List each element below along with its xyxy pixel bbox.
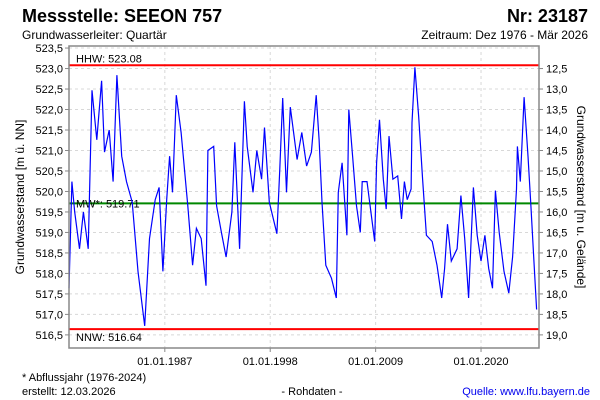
y-right-tick-label: 17,5 bbox=[546, 268, 567, 280]
period-label: Zeitraum: Dez 1976 - Mär 2026 bbox=[421, 28, 588, 42]
y-right-tick-label: 19,0 bbox=[546, 330, 567, 342]
data-type-label: - Rohdaten - bbox=[281, 386, 342, 398]
y-axis-label-right: Grundwasserstand [m u. Gelände] bbox=[574, 106, 588, 289]
y-tick-label: 523,0 bbox=[35, 64, 63, 76]
y-right-tick-label: 13,0 bbox=[546, 84, 567, 96]
y-tick-label: 517,5 bbox=[35, 289, 63, 301]
y-right-tick-label: 16,0 bbox=[546, 207, 567, 219]
y-right-tick-label: 18,5 bbox=[546, 309, 567, 321]
y-tick-label: 519,5 bbox=[35, 207, 63, 219]
y-tick-label: 517,0 bbox=[35, 309, 63, 321]
x-tick-label: 01.01.2009 bbox=[348, 356, 403, 368]
y-right-tick-label: 15,5 bbox=[546, 186, 567, 198]
y-right-tick-label: 17,0 bbox=[546, 248, 567, 260]
y-axis-right: 19,0 18,5 18,0 17,5 17,0 16,5 16,0 15,5 15,0 14,5… bbox=[539, 64, 567, 342]
footnote: * Abflussjahr (1976-2024) bbox=[22, 372, 146, 384]
y-tick-label: 518,5 bbox=[35, 248, 63, 260]
y-tick-label: 521,0 bbox=[35, 145, 63, 157]
aquifer-label: Grundwasserleiter: Quartär bbox=[22, 28, 167, 42]
y-right-tick-label: 15,0 bbox=[546, 166, 567, 178]
reference-label-mw: MW*: 519.71 bbox=[76, 198, 140, 210]
x-tick-label: 01.01.2020 bbox=[453, 356, 508, 368]
y-right-tick-label: 16,5 bbox=[546, 227, 567, 239]
y-axis-label-left: Grundwasserstand [m ü. NN] bbox=[13, 120, 27, 275]
x-axis: 01.01.1987 01.01.1998 01.01.2009 01.01.2020 bbox=[137, 348, 509, 368]
y-right-tick-label: 14,5 bbox=[546, 145, 567, 157]
y-right-tick-label: 14,0 bbox=[546, 125, 567, 137]
series-line-groundwater-level bbox=[68, 67, 538, 326]
y-axis-left: 516,5 517,0 517,5 518,0 518,5 519,0 519,5 520,0… bbox=[35, 43, 69, 342]
y-tick-label: 518,0 bbox=[35, 268, 63, 280]
source-link[interactable]: Quelle: www.lfu.bayern.de bbox=[462, 386, 590, 398]
reference-label-hhw: HHW: 523.08 bbox=[76, 53, 142, 65]
grid-lines bbox=[69, 46, 539, 348]
y-tick-label: 520,0 bbox=[35, 186, 63, 198]
reference-label-nnw: NNW: 516.64 bbox=[76, 332, 142, 344]
x-tick-label: 01.01.1998 bbox=[243, 356, 298, 368]
y-right-tick-label: 13,5 bbox=[546, 105, 567, 117]
y-right-tick-label: 12,5 bbox=[546, 64, 567, 76]
y-tick-label: 521,5 bbox=[35, 125, 63, 137]
y-tick-label: 522,5 bbox=[35, 84, 63, 96]
reference-lines: HHW: 523.08 MW*: 519.71 NNW: 516.64 bbox=[69, 53, 539, 344]
y-tick-label: 516,5 bbox=[35, 330, 63, 342]
y-right-tick-label: 18,0 bbox=[546, 289, 567, 301]
station-title: Messstelle: SEEON 757 bbox=[22, 6, 222, 26]
y-tick-label: 523,5 bbox=[35, 43, 63, 55]
plot-frame bbox=[68, 45, 540, 349]
x-tick-label: 01.01.1987 bbox=[137, 356, 192, 368]
station-number: Nr: 23187 bbox=[507, 6, 588, 26]
y-tick-label: 520,5 bbox=[35, 166, 63, 178]
y-tick-label: 519,0 bbox=[35, 227, 63, 239]
created-date: erstellt: 12.03.2026 bbox=[22, 386, 116, 398]
y-tick-label: 522,0 bbox=[35, 105, 63, 117]
